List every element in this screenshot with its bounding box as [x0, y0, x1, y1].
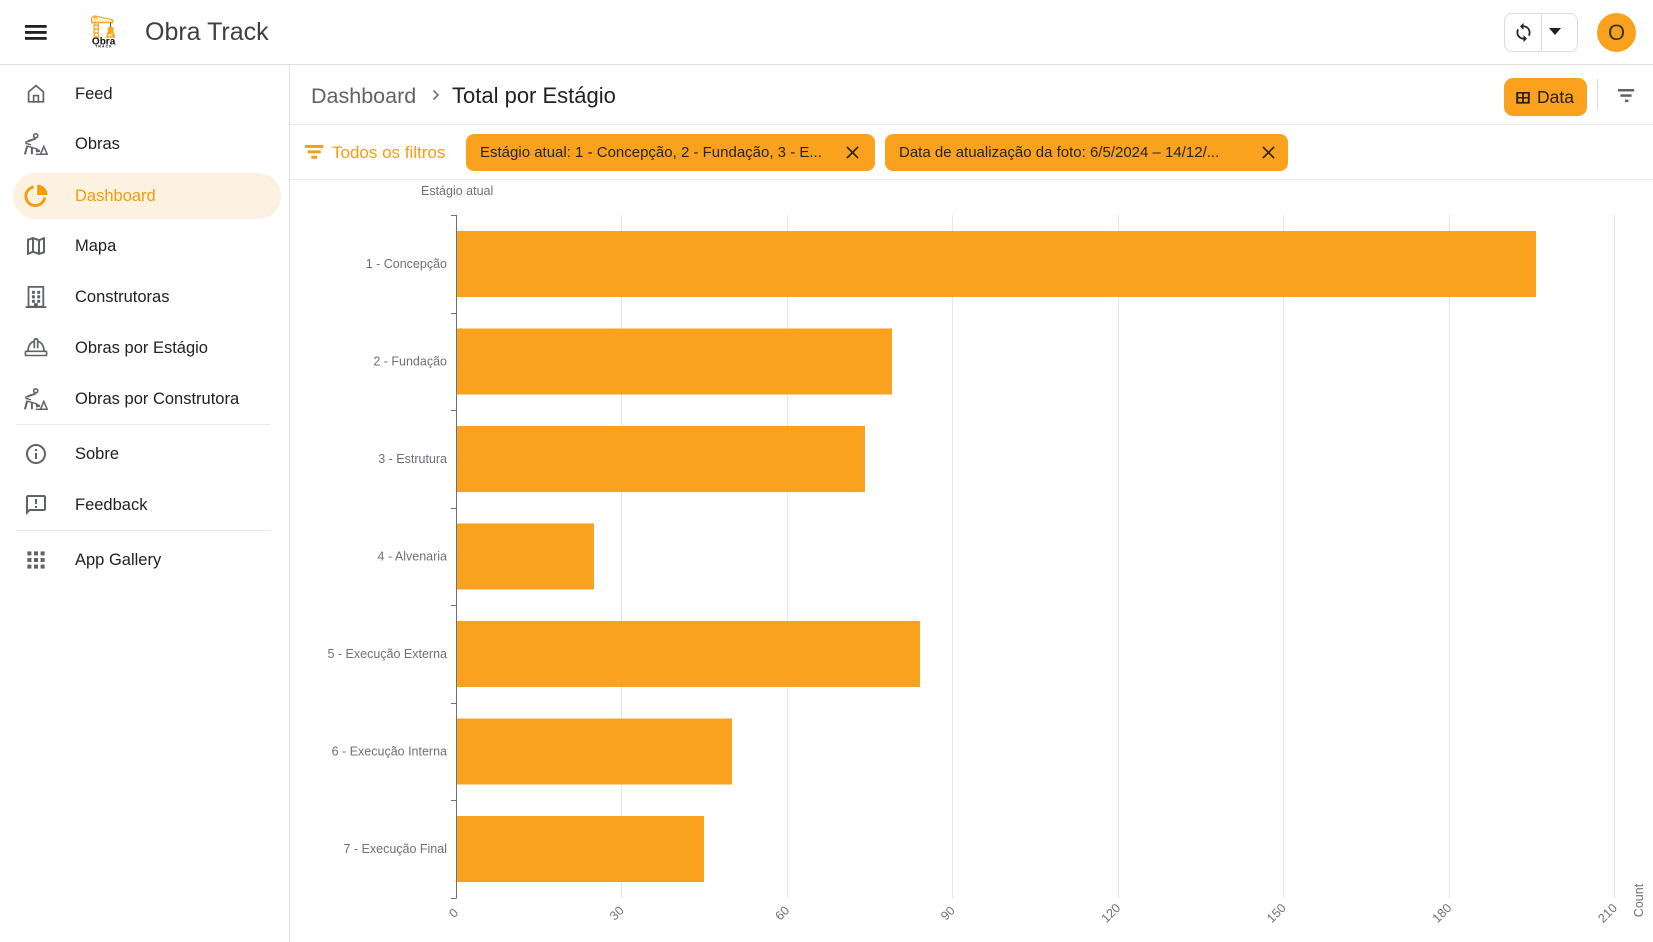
svg-text:1 - Concepção: 1 - Concepção: [366, 257, 447, 271]
svg-text:2 - Fundação: 2 - Fundação: [373, 355, 447, 369]
svg-text:Obra: Obra: [92, 37, 116, 48]
svg-text:210: 210: [1595, 901, 1620, 926]
svg-text:3 - Estrutura: 3 - Estrutura: [378, 452, 447, 466]
svg-text:180: 180: [1430, 901, 1455, 926]
svg-text:60: 60: [772, 903, 792, 923]
svg-text:150: 150: [1264, 901, 1289, 926]
svg-text:7 - Execução Final: 7 - Execução Final: [343, 842, 447, 856]
svg-text:90: 90: [938, 903, 958, 923]
svg-text:30: 30: [607, 903, 627, 923]
svg-text:5 - Execução Externa: 5 - Execução Externa: [327, 647, 447, 661]
svg-text:120: 120: [1099, 901, 1124, 926]
svg-text:6 - Execução Interna: 6 - Execução Interna: [332, 745, 447, 759]
svg-text:Count: Count: [1632, 883, 1646, 917]
svg-text:Estágio atual: Estágio atual: [421, 184, 493, 198]
svg-text:4 - Alvenaria: 4 - Alvenaria: [378, 550, 448, 564]
svg-text:0: 0: [446, 906, 461, 921]
svg-text:TRACK: TRACK: [95, 45, 113, 48]
